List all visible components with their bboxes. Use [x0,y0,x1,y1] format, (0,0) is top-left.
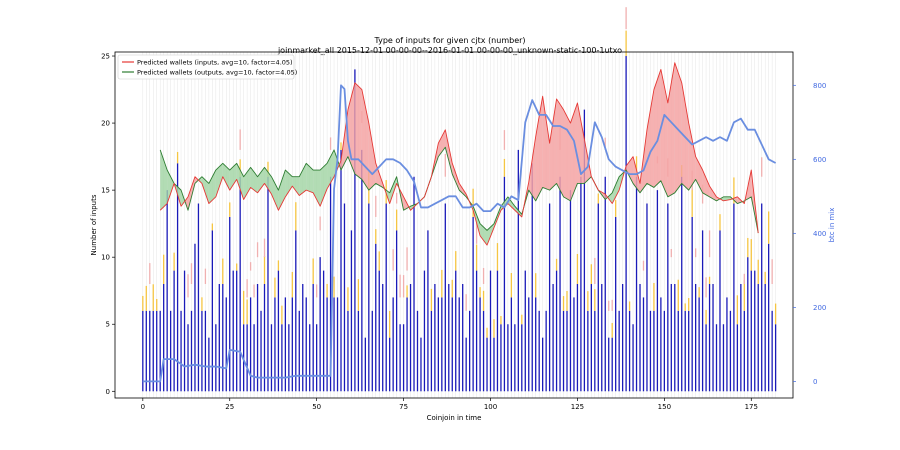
x-tick-label: 175 [745,403,758,411]
y2-axis-label: btc in mix [828,208,836,243]
fill-inputs-above [702,170,710,197]
legend: Predicted wallets (inputs, avg=10, facto… [117,54,297,80]
series-lines [142,62,777,383]
y-tick-label: 10 [101,254,110,262]
y-tick-label: 0 [106,388,110,396]
series-line-btc-in-mix [142,84,777,383]
fill-inputs-above [688,123,696,191]
fill-outputs-above [243,167,251,200]
fill-outputs-above [292,176,300,196]
legend-box [117,54,295,80]
y-tick-label: 5 [106,321,110,329]
fill-outputs-above [299,163,307,196]
fill-inputs-above [660,69,668,197]
fill-inputs-above [709,186,717,201]
legend-label-inputs: Predicted wallets (inputs, avg=10, facto… [137,59,293,67]
chart-subtitle: joinmarket_all 2015-12-01 00-00-00--2016… [277,46,622,55]
fill-inputs-above [653,69,661,188]
fill-outputs-above [285,170,293,197]
fill-inputs-above [528,136,536,201]
fill-outputs-above [198,176,202,184]
fill-outputs-above [208,170,216,204]
legend-label-outputs: Predicted wallets (outputs, avg=10, fact… [137,69,297,77]
y2-tick-label: 800 [813,82,826,90]
series-line-outputs [159,146,759,234]
fill-inputs-above [667,62,675,197]
chart-title: Type of inputs for given cjtx (number) [373,36,525,45]
fill-outputs-above [250,167,258,193]
y2-tick-label: 600 [813,156,826,164]
fill-outputs-above [257,167,265,193]
fill-inputs-above [626,156,634,184]
series-line-inputs [159,62,759,246]
axes: 0 5 10 15 20 25 0 25 50 75 100 125 150 175 0 200 400 600 8… [101,53,826,411]
x-tick-label: 150 [658,403,671,411]
fill-outputs-above [215,163,223,197]
fill-outputs-above [306,163,314,193]
fill-inputs-above [549,98,557,191]
fill-inputs-above [646,89,654,188]
y-axis-label: Number of inputs [90,194,98,255]
fill-inputs-above [556,98,564,197]
fill-outputs-above [278,170,286,211]
fill-inputs-above [542,96,550,191]
y2-tick-label: 0 [813,378,817,386]
fill-outputs-above [167,170,175,204]
fill-inputs-above [438,129,446,157]
fill-outputs-above [201,176,209,204]
x-tick-label: 100 [484,403,497,411]
fill-inputs-above [354,82,362,180]
fill-inputs-above [563,109,571,201]
y-tick-label: 15 [101,187,110,195]
fill-outputs-above [320,163,328,207]
fill-outputs-above [271,176,279,211]
fill-outputs-above [264,167,272,195]
fill-outputs-above [607,192,613,204]
fill-inputs-above [445,129,453,175]
fill-inputs-above [535,96,543,201]
y2-tick-label: 200 [813,304,826,312]
fill-outputs-above [612,176,620,204]
x-tick-label: 50 [312,403,321,411]
x-axis-label: Coinjoin in time [427,414,482,422]
fill-inputs-above [695,156,703,193]
fill-inputs-above [674,62,682,193]
x-tick-label: 25 [225,403,234,411]
x-tick-label: 75 [399,403,408,411]
fill-outputs-above [313,170,321,207]
fill-outputs-above [389,176,397,204]
x-tick-label: 0 [141,403,145,411]
y2-tick-label: 400 [813,230,826,238]
plot-frame [114,51,794,399]
x-tick-label: 125 [571,403,584,411]
fill-inputs-above [452,163,460,191]
fill-outputs-above [229,163,237,191]
fill-outputs-above [222,163,230,191]
fill-inputs-above [570,102,578,201]
y-tick-label: 25 [101,53,110,61]
fill-inputs-above [194,176,199,184]
fill-outputs-above [236,163,244,200]
y-tick-label: 20 [101,120,110,128]
